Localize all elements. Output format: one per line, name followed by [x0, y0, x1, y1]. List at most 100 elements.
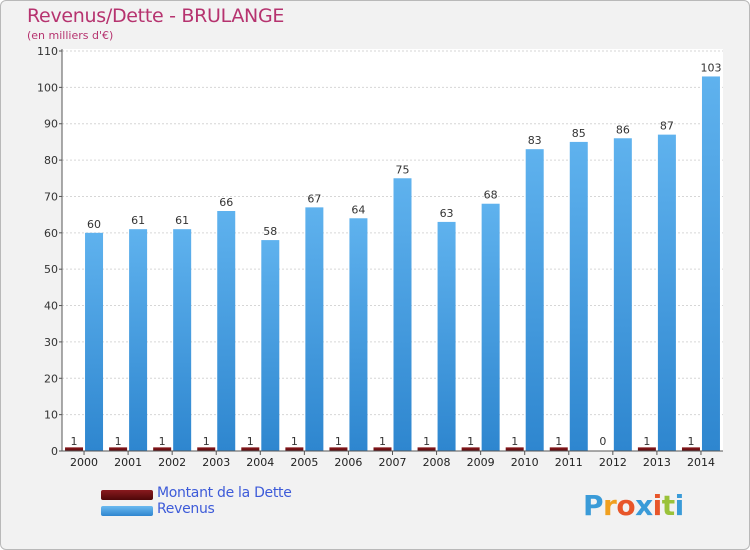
bar-revenus	[217, 211, 236, 451]
x-tick-label: 2006	[334, 456, 362, 469]
y-tick-label: 80	[44, 154, 58, 167]
data-label-revenus: 68	[484, 189, 498, 202]
data-label-revenus: 83	[528, 134, 542, 147]
bar-revenus	[657, 134, 676, 452]
bar-revenus	[349, 218, 368, 451]
bar-dette	[109, 447, 128, 451]
data-label-revenus: 103	[700, 61, 721, 74]
data-label-revenus: 61	[175, 214, 189, 227]
bar-revenus	[613, 138, 632, 452]
logo-letter: x	[635, 489, 653, 522]
bar-revenus	[525, 149, 544, 451]
bar-revenus	[129, 229, 148, 451]
data-label-dette: 1	[423, 435, 430, 448]
data-label-dette: 1	[291, 435, 298, 448]
data-label-dette: 1	[687, 435, 694, 448]
data-label-dette: 1	[379, 435, 386, 448]
bar-revenus	[173, 229, 192, 451]
x-tick-label: 2011	[555, 456, 583, 469]
data-label-dette: 1	[511, 435, 518, 448]
x-tick-label: 2012	[599, 456, 627, 469]
x-tick-label: 2009	[467, 456, 495, 469]
data-label-dette: 1	[203, 435, 210, 448]
data-label-revenus: 86	[616, 123, 630, 136]
bar-dette	[285, 447, 304, 451]
bar-revenus	[569, 141, 588, 451]
data-label-dette: 1	[159, 435, 166, 448]
bar-revenus	[393, 178, 412, 452]
bar-dette	[153, 447, 172, 451]
data-label-dette: 1	[555, 435, 562, 448]
data-label-revenus: 58	[263, 225, 277, 238]
legend-swatch-revenus	[101, 506, 153, 516]
logo-letter: r	[603, 489, 617, 522]
y-tick-label: 50	[44, 263, 58, 276]
bar-revenus	[437, 221, 456, 451]
bar-dette	[65, 447, 84, 451]
y-tick-label: 70	[44, 190, 58, 203]
y-tick-label: 100	[37, 81, 58, 94]
bar-dette	[329, 447, 348, 451]
bar-revenus	[481, 203, 500, 451]
logo-letter: P	[583, 489, 604, 522]
bar-dette	[417, 447, 436, 451]
bar-dette	[197, 447, 216, 451]
y-tick-label: 20	[44, 372, 58, 385]
data-label-revenus: 85	[572, 127, 586, 140]
logo-letter: o	[616, 489, 636, 522]
y-tick-label: 10	[44, 409, 58, 422]
data-label-dette: 1	[115, 435, 122, 448]
y-tick-label: 60	[44, 227, 58, 240]
x-tick-label: 2003	[202, 456, 230, 469]
data-label-revenus: 75	[396, 163, 410, 176]
data-label-revenus: 64	[351, 203, 365, 216]
x-tick-label: 2000	[70, 456, 98, 469]
y-tick-label: 30	[44, 336, 58, 349]
proxiti-logo: Proxiti	[583, 489, 684, 522]
data-label-dette: 1	[643, 435, 650, 448]
y-tick-label: 90	[44, 118, 58, 131]
bar-dette	[461, 447, 480, 451]
data-label-revenus: 60	[87, 218, 101, 231]
logo-letter: i	[674, 489, 685, 522]
x-tick-label: 2001	[114, 456, 142, 469]
data-label-dette: 0	[599, 435, 606, 448]
legend-label-dette: Montant de la Dette	[157, 485, 292, 501]
x-tick-label: 2007	[379, 456, 407, 469]
bar-revenus	[701, 76, 720, 452]
x-tick-label: 2013	[643, 456, 671, 469]
data-label-revenus: 67	[307, 192, 321, 205]
bar-revenus	[261, 240, 280, 451]
data-label-dette: 1	[247, 435, 254, 448]
legend-swatch-dette	[101, 490, 153, 500]
bar-revenus	[305, 207, 324, 451]
logo-letter: t	[661, 489, 675, 522]
x-tick-label: 2010	[511, 456, 539, 469]
legend-label-revenus: Revenus	[157, 501, 215, 517]
y-tick-label: 110	[37, 45, 58, 58]
data-label-revenus: 87	[660, 120, 674, 133]
chart-subtitle: (en milliers d'€)	[27, 29, 114, 42]
y-tick-label: 0	[51, 445, 58, 458]
bar-dette	[549, 447, 568, 451]
x-tick-label: 2005	[290, 456, 318, 469]
x-tick-label: 2008	[423, 456, 451, 469]
bar-dette	[241, 447, 260, 451]
y-tick-label: 40	[44, 300, 58, 313]
x-tick-label: 2014	[687, 456, 715, 469]
bar-dette	[505, 447, 524, 451]
data-label-dette: 1	[335, 435, 342, 448]
data-label-revenus: 66	[219, 196, 233, 209]
data-label-revenus: 61	[131, 214, 145, 227]
plot-area	[62, 49, 723, 451]
data-label-revenus: 63	[440, 207, 454, 220]
data-label-dette: 1	[467, 435, 474, 448]
bar-dette	[637, 447, 656, 451]
x-tick-label: 2002	[158, 456, 186, 469]
bar-dette	[373, 447, 392, 451]
bar-revenus	[85, 232, 104, 451]
chart-title: Revenus/Dette - BRULANGE	[27, 5, 285, 27]
data-label-dette: 1	[71, 435, 78, 448]
